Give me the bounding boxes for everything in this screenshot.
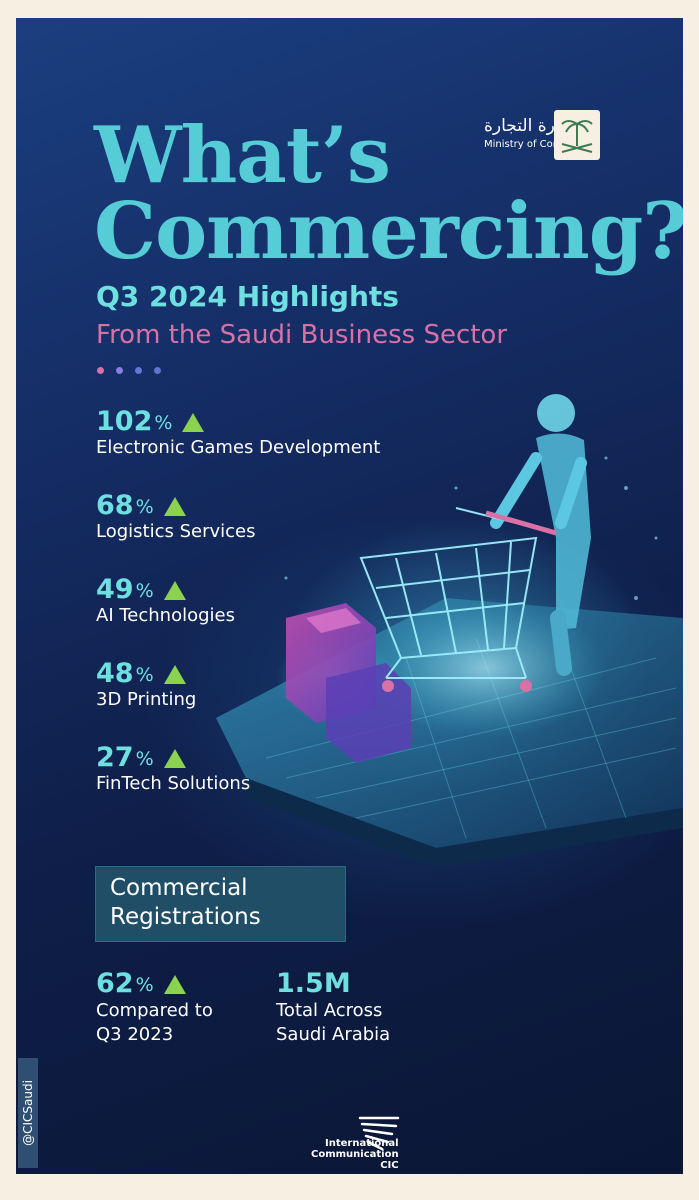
growth-label-line-1: Compared to [96, 1000, 213, 1021]
org-line-2: Communication [311, 1149, 399, 1160]
up-arrow-icon [163, 497, 186, 516]
percent-sign: % [135, 748, 154, 770]
cic-org-name: International Communication CIC [311, 1138, 399, 1171]
shopping-cart-illustration [216, 394, 683, 868]
ministry-name-arabic: وزارة التجارة [484, 116, 576, 136]
highlight-label: Electronic Games Development [96, 437, 381, 458]
ministry-name-english: Ministry of Commerce [484, 139, 594, 150]
title-line-1: What’s [94, 110, 391, 201]
up-arrow-icon [182, 413, 205, 432]
dot-blue [135, 367, 142, 374]
org-line-1: International [325, 1138, 399, 1149]
title-line-2: Commercing? [94, 186, 683, 277]
registrations-heading-box: Commercial Registrations [95, 866, 346, 942]
registrations-total: 1.5M Total Across Saudi Arabia [276, 968, 390, 1047]
percent-sign: % [135, 974, 154, 996]
highlight-item: 48% 3D Printing [96, 658, 196, 710]
social-handle-tab: @CICSaudi [18, 1058, 38, 1168]
social-handle: @CICSaudi [21, 1080, 35, 1146]
highlight-value: 68 [96, 490, 134, 521]
decorative-dots [97, 367, 161, 374]
highlight-value: 27 [96, 742, 134, 773]
registrations-growth: 62% Compared to Q3 2023 [96, 968, 213, 1047]
subtitle: Q3 2024 Highlights [96, 280, 399, 313]
total-label-line-2: Saudi Arabia [276, 1024, 391, 1045]
subtitle-secondary: From the Saudi Business Sector [96, 320, 508, 350]
highlight-value: 48 [96, 658, 134, 689]
dot-purple [116, 367, 123, 374]
up-arrow-icon [163, 665, 186, 684]
highlight-item: 102% Electronic Games Development [96, 406, 380, 458]
ministry-emblem-icon [554, 110, 600, 160]
cic-logo-icon [358, 1116, 400, 1151]
highlight-value: 49 [96, 574, 134, 605]
infographic-card: وزارة التجارة Ministry of Commerce What’… [16, 18, 683, 1174]
org-line-3: CIC [380, 1160, 399, 1171]
highlight-item: 27% FinTech Solutions [96, 742, 250, 794]
highlight-label: Logistics Services [96, 521, 256, 542]
growth-label-line-2: Q3 2023 [96, 1024, 174, 1045]
highlight-item: 49% AI Technologies [96, 574, 235, 626]
percent-sign: % [135, 580, 154, 602]
highlight-label: AI Technologies [96, 605, 235, 626]
highlight-item: 68% Logistics Services [96, 490, 256, 542]
percent-sign: % [135, 664, 154, 686]
highlight-value: 102 [96, 406, 153, 437]
total-label-line-1: Total Across [276, 1000, 383, 1021]
growth-value: 62 [96, 968, 134, 999]
up-arrow-icon [163, 581, 186, 600]
up-arrow-icon [163, 975, 186, 994]
up-arrow-icon [163, 749, 186, 768]
registrations-title-line-1: Commercial [110, 875, 248, 901]
highlight-label: 3D Printing [96, 689, 197, 710]
dot-blue-2 [154, 367, 161, 374]
registrations-title-line-2: Registrations [110, 904, 261, 930]
dot-pink [97, 367, 104, 374]
percent-sign: % [154, 412, 173, 434]
percent-sign: % [135, 496, 154, 518]
total-value: 1.5M [276, 968, 351, 999]
highlight-label: FinTech Solutions [96, 773, 251, 794]
